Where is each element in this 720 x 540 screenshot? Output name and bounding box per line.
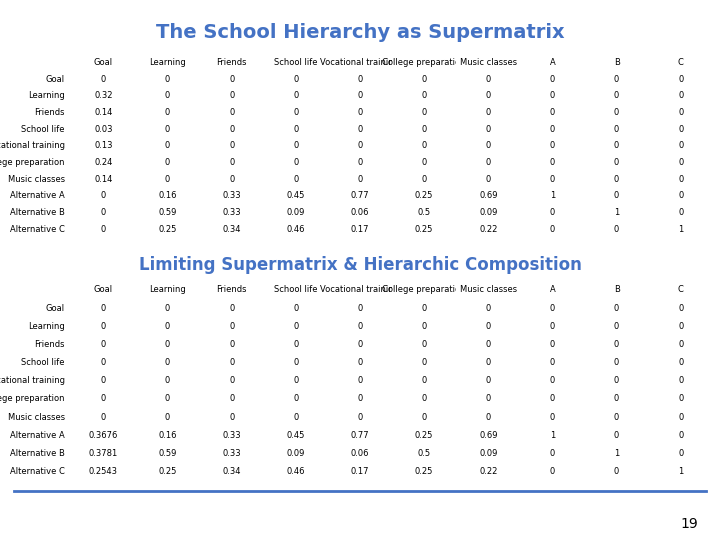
Text: Limiting Supermatrix & Hierarchic Composition: Limiting Supermatrix & Hierarchic Compos… [138, 255, 582, 274]
Text: 19: 19 [680, 517, 698, 531]
Text: The School Hierarchy as Supermatrix: The School Hierarchy as Supermatrix [156, 23, 564, 42]
